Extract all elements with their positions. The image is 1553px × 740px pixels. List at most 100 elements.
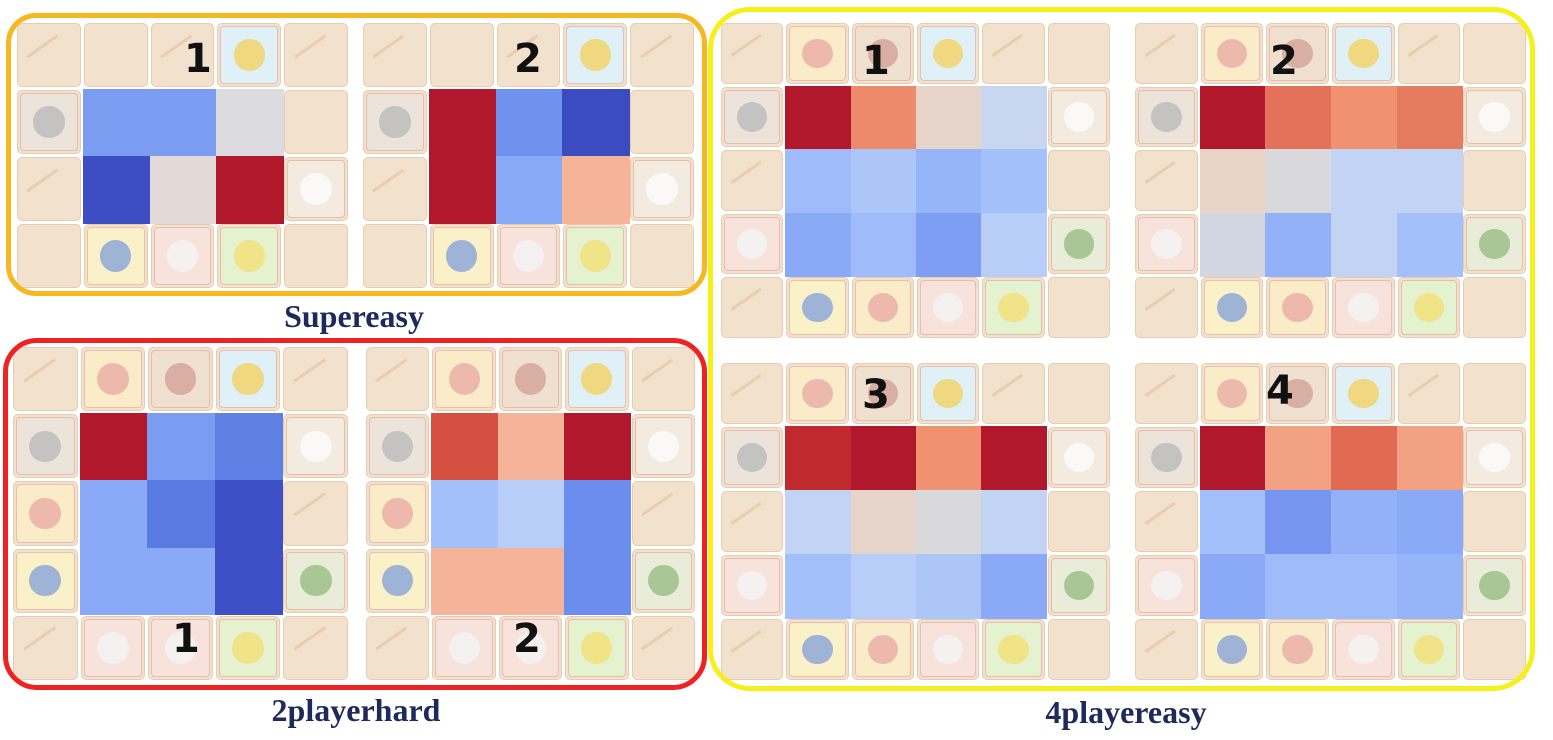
heatmap-cell	[564, 480, 632, 549]
heatmap-cell	[1199, 212, 1266, 277]
heatmap-cell	[1331, 212, 1398, 277]
sausage-station-icon	[1269, 280, 1326, 335]
counter-tile	[17, 224, 81, 288]
counter-tile	[283, 347, 348, 412]
plate-station-icon	[1335, 280, 1392, 335]
agent-number: 4	[1266, 368, 1294, 414]
heatmap-cell	[1396, 212, 1463, 277]
counter-tile	[1463, 23, 1526, 84]
heatmap-cell	[1396, 149, 1463, 214]
counter-tile	[631, 347, 695, 412]
agent-number: 3	[862, 372, 890, 418]
heatmap-cell	[79, 547, 148, 616]
counter-tile	[363, 23, 427, 87]
heatmap-cell	[149, 156, 217, 224]
caption-supereasy: Supereasy	[284, 298, 424, 334]
counter-tile	[1047, 619, 1110, 680]
pot-station-icon	[1138, 430, 1195, 485]
counter-tile	[83, 23, 148, 87]
heatmap-cell	[981, 212, 1048, 277]
counter-tile	[1047, 277, 1110, 338]
counter-tile	[1135, 23, 1198, 84]
heatmap-cell	[497, 413, 565, 481]
heatmap-cell	[981, 426, 1048, 491]
counter-tile	[630, 90, 694, 154]
counter-tile	[1463, 491, 1526, 552]
sausage-station-icon	[789, 26, 846, 81]
heatmap-cell	[1199, 554, 1266, 619]
fish-station-icon	[16, 551, 75, 610]
board-station-icon	[287, 160, 345, 218]
counter-tile	[1397, 363, 1461, 424]
caption-twoplayerhard: 2playerhard	[271, 692, 441, 728]
heatmap-cell	[1265, 490, 1332, 555]
bin-station-icon	[1050, 216, 1107, 272]
onion-station-icon	[220, 26, 279, 84]
sausage-station-icon	[854, 622, 911, 677]
plate-station-icon	[920, 622, 977, 677]
heatmap-cell	[1199, 149, 1266, 214]
board-station-icon	[1050, 430, 1107, 485]
counter-tile	[1135, 491, 1198, 552]
counter-tile	[1135, 619, 1198, 680]
counter-tile	[1397, 23, 1461, 84]
lettuce-station-icon	[568, 618, 626, 677]
counter-tile	[721, 363, 784, 424]
sausage-station-icon	[854, 280, 911, 335]
counter-tile	[721, 150, 784, 211]
sausage-station-icon	[1203, 26, 1261, 81]
fish-station-icon	[1203, 622, 1261, 677]
sausage-station-icon	[1269, 622, 1326, 677]
heatmap-cell	[431, 480, 499, 549]
pot-station-icon	[724, 89, 781, 145]
plate-station-icon	[435, 618, 493, 677]
heatmap-cell	[916, 85, 982, 150]
counter-tile	[366, 615, 430, 680]
board-station-icon	[634, 417, 692, 476]
heatmap-cell	[216, 156, 284, 224]
heatmap-cell	[916, 149, 982, 214]
counter-tile	[630, 224, 694, 288]
tomato-station-icon	[1269, 366, 1326, 421]
heatmap-cell	[1265, 85, 1332, 150]
heatmap-cell	[981, 149, 1048, 214]
heatmap-cell	[564, 413, 632, 481]
heatmap-cell	[431, 413, 499, 481]
counter-tile	[284, 224, 348, 288]
counter-tile	[721, 23, 784, 84]
counter-tile	[283, 615, 348, 680]
board-fourplayereasy-2: 2	[1134, 22, 1528, 340]
heatmap-cell	[981, 490, 1048, 555]
heatmap-cell	[79, 413, 148, 481]
plate-station-icon	[501, 618, 560, 677]
heatmap-cell	[1199, 490, 1266, 555]
heatmap-cell	[149, 89, 217, 157]
lettuce-station-icon	[566, 227, 625, 285]
heatmap-cell	[562, 89, 630, 157]
heatmap-cell	[1331, 149, 1398, 214]
heatmap-cell	[981, 554, 1048, 619]
plate-station-icon	[1138, 558, 1195, 613]
heatmap-cell	[214, 413, 283, 481]
heatmap-cell	[497, 547, 565, 616]
counter-tile	[631, 615, 695, 680]
heatmap-cell	[1331, 426, 1398, 491]
lettuce-station-icon	[985, 280, 1042, 335]
tomato-station-icon	[151, 350, 210, 409]
counter-tile	[721, 619, 784, 680]
heatmap-cell	[1331, 490, 1398, 555]
counter-tile	[363, 224, 427, 288]
counter-tile	[721, 491, 784, 552]
heatmap-cell	[79, 480, 148, 549]
bin-station-icon	[1466, 558, 1523, 613]
board-twoplayerhard-2: 2	[365, 346, 697, 682]
heatmap-cell	[785, 426, 852, 491]
board-station-icon	[1050, 89, 1107, 145]
counter-tile	[721, 277, 784, 338]
counter-tile	[13, 347, 78, 412]
counter-tile	[630, 23, 694, 87]
counter-tile	[1135, 150, 1198, 211]
heatmap-cell	[214, 547, 283, 616]
onion-station-icon	[568, 350, 626, 409]
heatmap-cell	[916, 212, 982, 277]
